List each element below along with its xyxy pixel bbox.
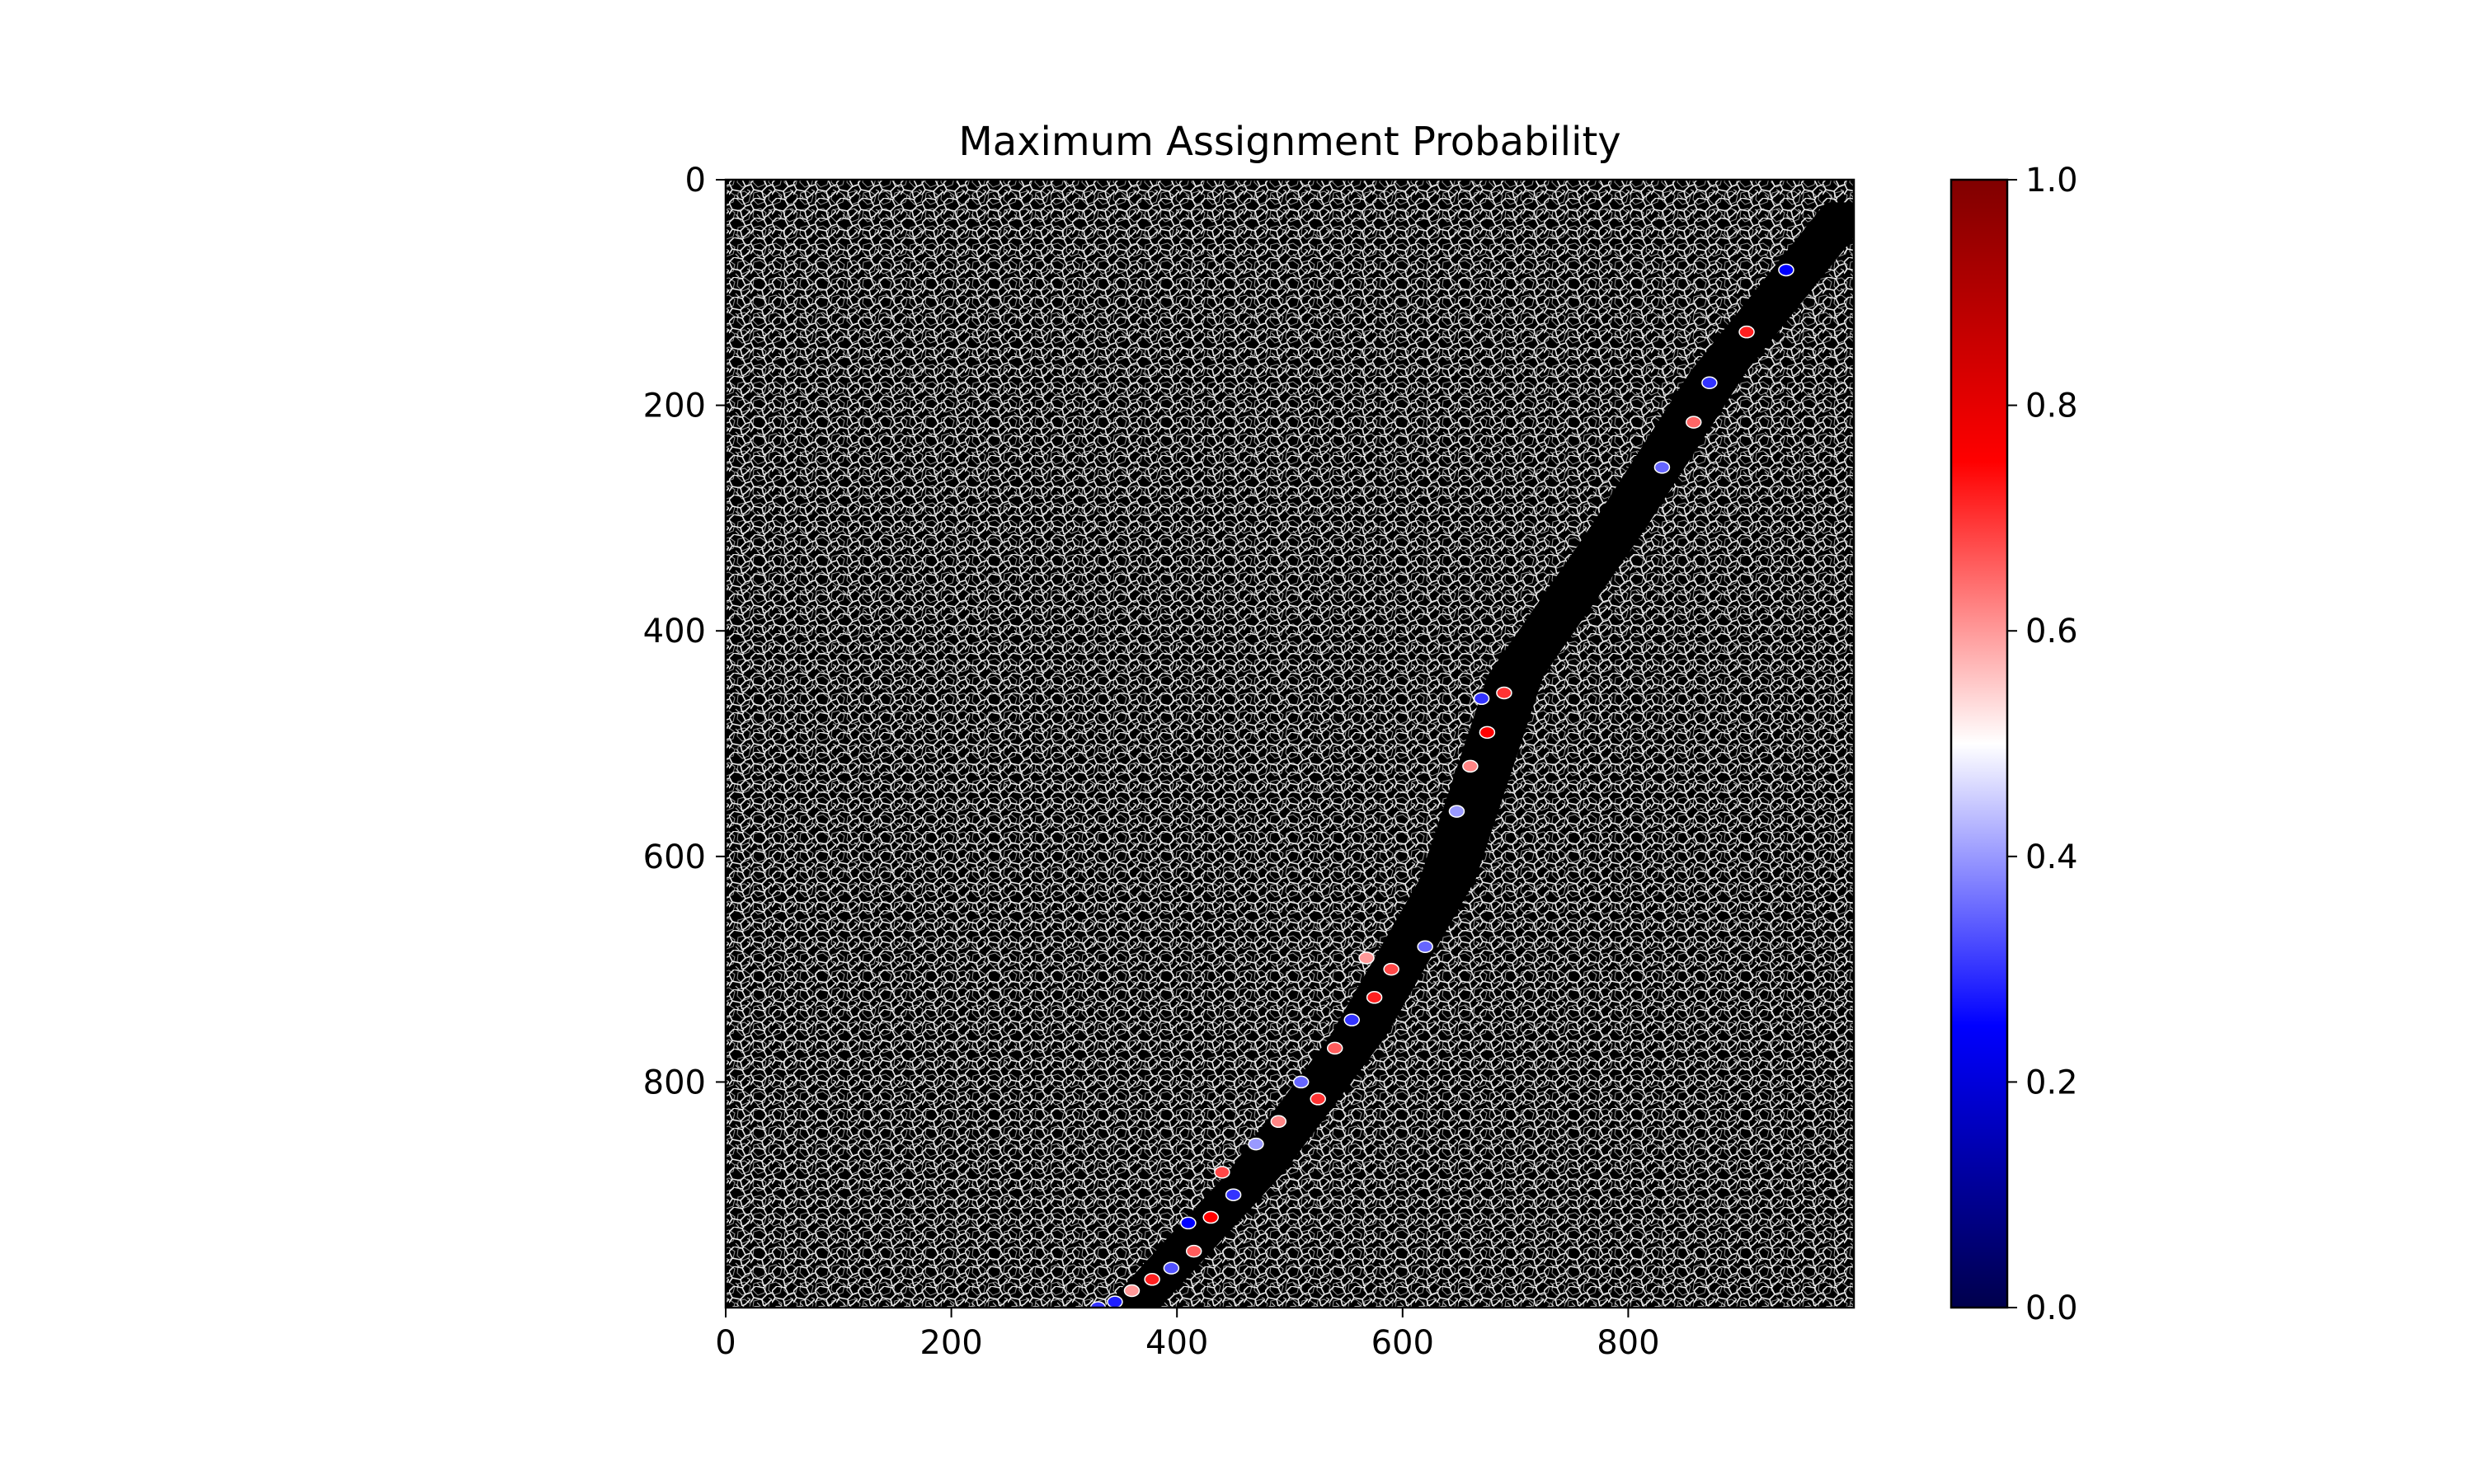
probability-cell [1462, 759, 1479, 773]
probability-cells [1089, 263, 1794, 1308]
probability-cell [1448, 805, 1465, 818]
dark-band [1103, 202, 1854, 1308]
probability-cell [1496, 686, 1512, 700]
probability-cell [1310, 1092, 1326, 1106]
probability-cell [1214, 1166, 1230, 1179]
x-tick-label: 400 [1145, 1324, 1208, 1362]
y-tick-label: 0 [685, 162, 706, 200]
colorbar-tick-label: 0.0 [2025, 1289, 2078, 1327]
probability-cell [1292, 1075, 1310, 1089]
probability-cell [1202, 1210, 1219, 1224]
probability-cell [1685, 416, 1702, 429]
probability-cell [1107, 1295, 1123, 1308]
plot-frame [724, 178, 1856, 1309]
colorbar-tick-label: 0.6 [2025, 613, 2078, 650]
probability-cell [1248, 1137, 1264, 1151]
probability-cell [1180, 1216, 1197, 1230]
colorbar-tick-label: 0.4 [2025, 838, 2078, 876]
colorbar-tick-label: 0.2 [2025, 1064, 2078, 1101]
x-axis: 0 200 400 600 800 [715, 1308, 1660, 1362]
probability-cell [1417, 940, 1433, 953]
y-tick-label: 200 [643, 387, 706, 425]
probability-cell [1479, 726, 1496, 740]
probability-cell [1326, 1041, 1343, 1055]
probability-cell [1473, 692, 1490, 706]
probability-cell [1144, 1273, 1160, 1286]
colorbar-ticks: 0.0 0.2 0.4 0.6 0.8 1.0 [2007, 162, 2078, 1327]
y-tick-label: 600 [643, 838, 706, 876]
probability-cell [1778, 263, 1794, 277]
colorbar-tick-label: 0.8 [2025, 387, 2078, 425]
x-tick-label: 200 [920, 1324, 982, 1362]
probability-cell [1653, 461, 1671, 474]
probability-cell [1366, 991, 1383, 1004]
probability-cell [1701, 376, 1718, 389]
y-tick-label: 400 [643, 613, 706, 650]
probability-cell [1089, 1301, 1107, 1308]
chart-title: Maximum Assignment Probability [958, 119, 1620, 165]
x-tick-label: 800 [1597, 1324, 1659, 1362]
probability-cell [1358, 951, 1375, 965]
probability-cell [1163, 1261, 1180, 1275]
probability-cell [1738, 325, 1755, 339]
x-tick-label: 600 [1371, 1324, 1434, 1362]
colorbar: 0.0 0.2 0.4 0.6 0.8 1.0 [1950, 162, 2078, 1327]
probability-cell [1383, 962, 1399, 976]
probability-cell [1225, 1188, 1242, 1201]
colorbar-tick-label: 1.0 [2025, 162, 2078, 200]
plot-area [726, 180, 1854, 1308]
probability-cell [1185, 1244, 1202, 1258]
y-axis: 0 200 400 600 800 [643, 162, 726, 1101]
x-tick-label: 0 [715, 1324, 736, 1362]
probability-cell [1123, 1284, 1141, 1298]
probability-cell [1270, 1115, 1287, 1129]
probability-cell [1343, 1013, 1360, 1026]
colorbar-gradient [1950, 178, 2009, 1309]
y-tick-label: 800 [643, 1064, 706, 1101]
